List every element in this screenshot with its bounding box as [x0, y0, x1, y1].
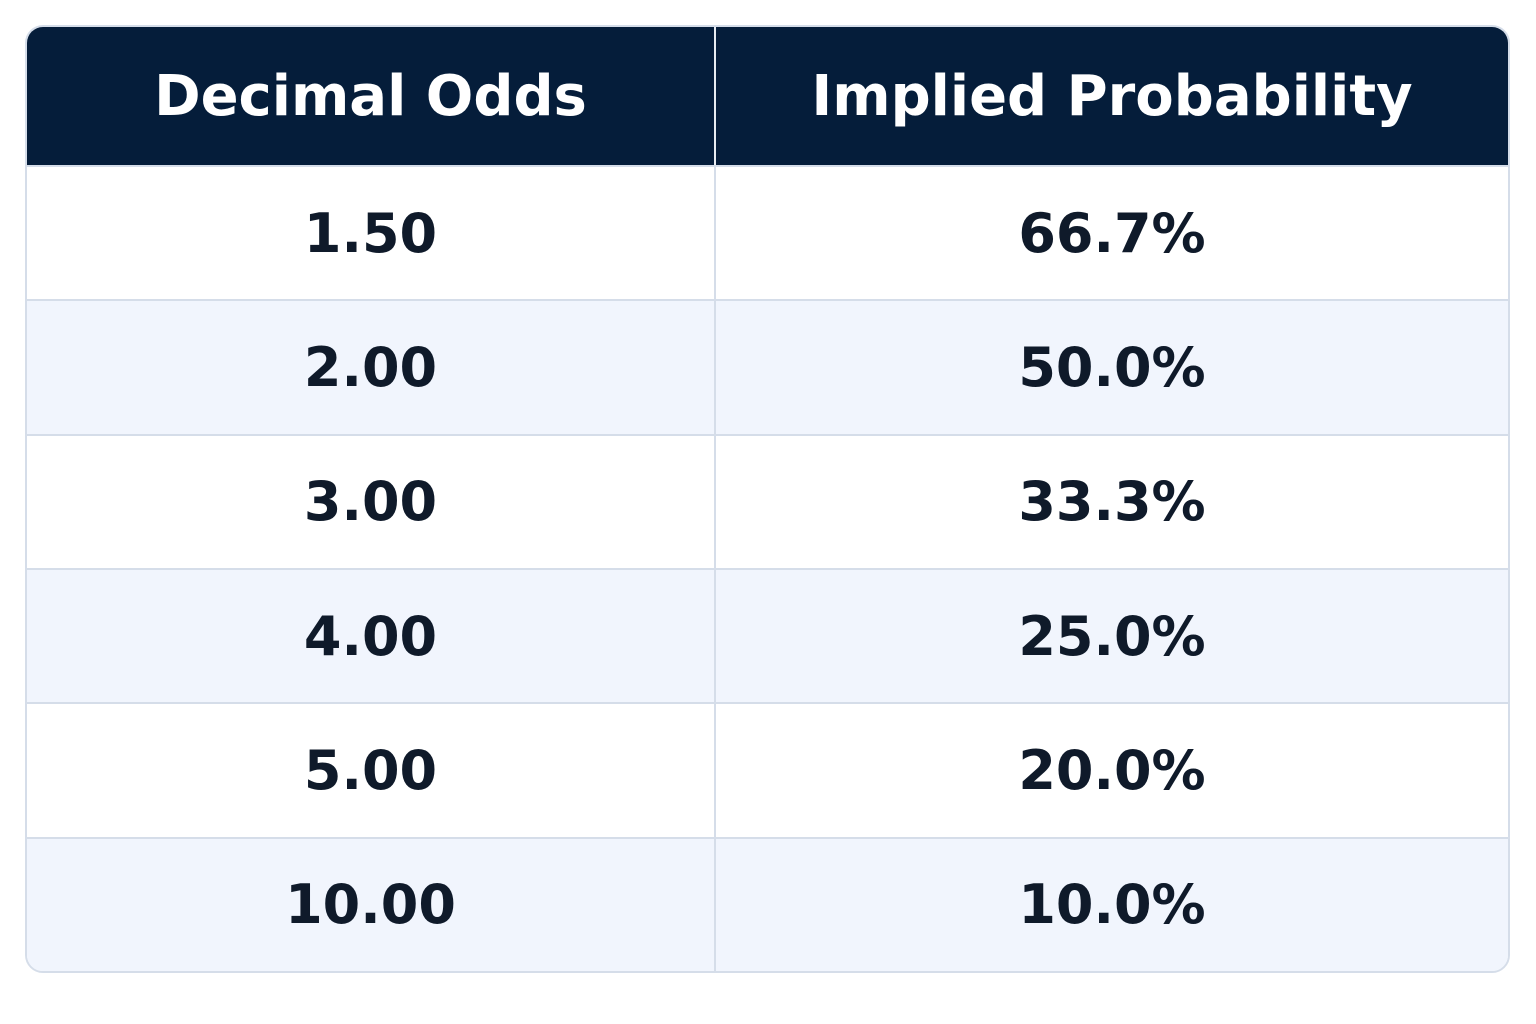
- header-cell: Implied Probability: [714, 27, 1508, 165]
- table-cell: 3.00: [27, 433, 714, 568]
- table-cell: 10.00: [27, 836, 714, 971]
- table-cell: 50.0%: [714, 299, 1508, 434]
- table-cell: 33.3%: [714, 433, 1508, 568]
- header-cell: Decimal Odds: [27, 27, 714, 165]
- table-cell: 10.0%: [714, 836, 1508, 971]
- table-cell: 5.00: [27, 702, 714, 837]
- table-cell: 1.50: [27, 165, 714, 300]
- table-cell: 4.00: [27, 567, 714, 703]
- table-cell: 2.00: [27, 299, 714, 434]
- table-cell: 66.7%: [714, 165, 1508, 300]
- odds-table: Decimal Odds Implied Probability 1.50 66.7%…: [25, 25, 1510, 973]
- table-cell: 25.0%: [714, 567, 1508, 703]
- table-cell: 20.0%: [714, 702, 1508, 837]
